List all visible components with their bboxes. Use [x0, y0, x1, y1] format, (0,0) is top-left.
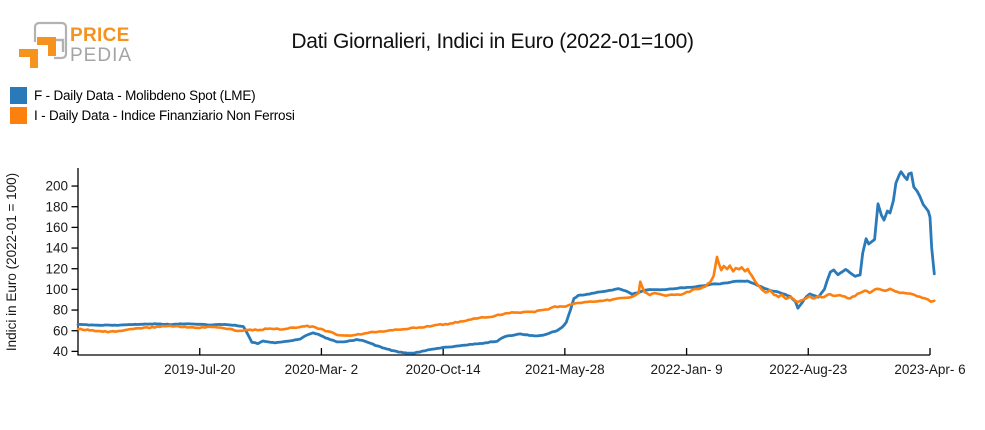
svg-text:2020-Oct-14: 2020-Oct-14	[406, 362, 482, 377]
svg-text:2023-Apr- 6: 2023-Apr- 6	[894, 362, 965, 377]
series-line-molibdeno	[76, 170, 936, 355]
svg-text:100: 100	[45, 282, 68, 297]
svg-text:2019-Jul-20: 2019-Jul-20	[164, 362, 235, 377]
svg-text:160: 160	[45, 220, 68, 235]
svg-text:120: 120	[45, 261, 68, 276]
svg-text:60: 60	[53, 323, 68, 338]
svg-text:2022-Jan- 9: 2022-Jan- 9	[651, 362, 723, 377]
x-axis-ticks: 2019-Jul-20 2020-Mar- 2 2020-Oct-14 2021-Ma…	[164, 348, 966, 377]
svg-text:180: 180	[45, 199, 68, 214]
legend-item-molibdeno[interactable]: F - Daily Data - Molibdeno Spot (LME)	[10, 86, 295, 104]
svg-text:40: 40	[53, 344, 68, 359]
pricepedia-logo: PRICE PEDIA	[15, 5, 185, 80]
pricepedia-logo-icon: PRICE PEDIA	[19, 21, 132, 68]
legend-label: I - Daily Data - Indice Finanziario Non …	[34, 107, 295, 123]
svg-text:200: 200	[45, 179, 68, 194]
chart-legend: F - Daily Data - Molibdeno Spot (LME) I …	[10, 86, 295, 126]
legend-swatch-blue-icon	[10, 86, 27, 104]
series-line-non-ferrosi	[76, 255, 936, 338]
legend-item-non-ferrosi[interactable]: I - Daily Data - Indice Finanziario Non …	[10, 106, 295, 124]
svg-text:2021-May-28: 2021-May-28	[525, 362, 605, 377]
svg-text:2020-Mar- 2: 2020-Mar- 2	[285, 362, 359, 377]
svg-text:140: 140	[45, 241, 68, 256]
legend-swatch-orange-icon	[10, 106, 27, 124]
y-axis-label: Indici in Euro (2022-01 = 100)	[4, 173, 19, 351]
logo-text-pedia: PEDIA	[70, 45, 132, 66]
y-axis-ticks: 40 60 80 100 120 140 160 180 200	[45, 179, 78, 359]
svg-text:80: 80	[53, 303, 68, 318]
logo-text-price: PRICE	[70, 25, 130, 46]
chart-title: Dati Giornalieri, Indici in Euro (2022-0…	[291, 30, 694, 53]
legend-label: F - Daily Data - Molibdeno Spot (LME)	[34, 87, 256, 103]
svg-text:2022-Aug-23: 2022-Aug-23	[769, 362, 847, 377]
